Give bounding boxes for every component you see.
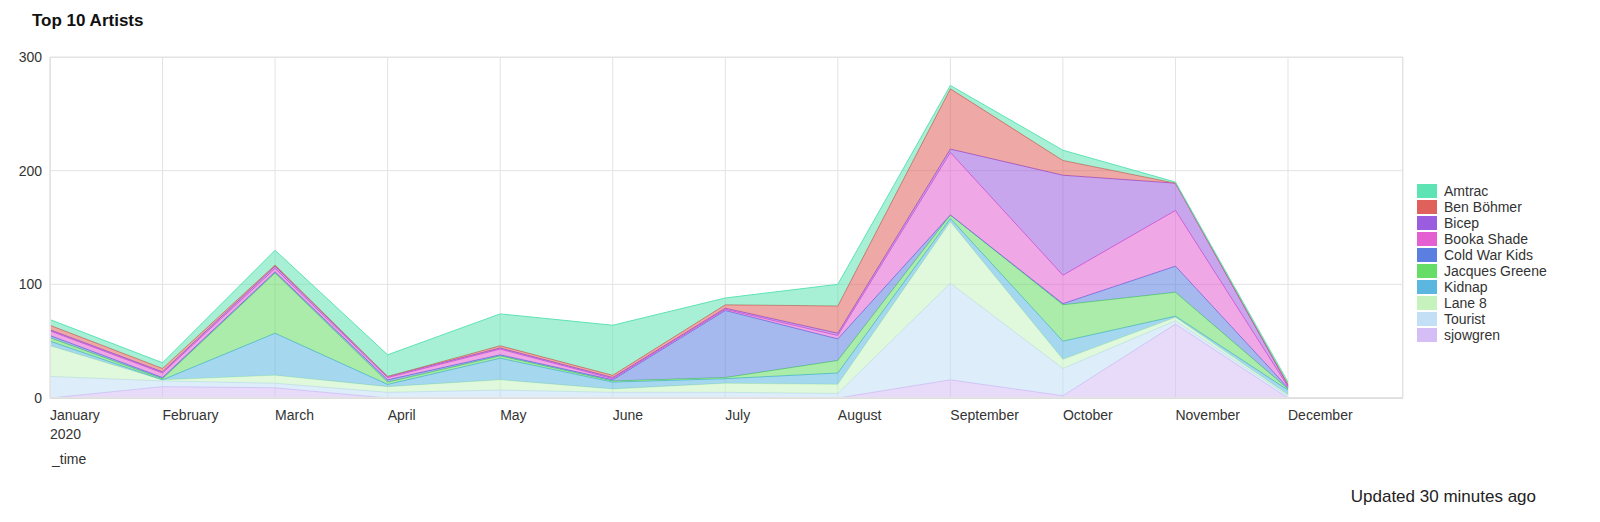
svg-text:2020: 2020 — [50, 426, 81, 442]
html-text:Lane 8: Lane 8 — [1444, 295, 1487, 311]
html-text:Tourist: Tourist — [1444, 311, 1486, 327]
html-text:Amtrac: Amtrac — [1444, 183, 1489, 199]
html-text:Top 10 Artists: Top 10 Artists — [32, 11, 144, 30]
svg-text:0: 0 — [34, 390, 42, 406]
svg-text:October: October — [1063, 407, 1113, 423]
svg-text:100: 100 — [19, 276, 43, 292]
html-text:sjowgren: sjowgren — [1444, 327, 1500, 343]
html-text:Bicep: Bicep — [1444, 215, 1479, 231]
svg-text:July: July — [725, 407, 750, 423]
html-text:Jacques Greene: Jacques Greene — [1444, 263, 1547, 279]
html-text:Booka Shade: Booka Shade — [1444, 231, 1529, 247]
svg-text:August: August — [838, 407, 882, 423]
svg-text:June: June — [613, 407, 644, 423]
svg-text:November: November — [1175, 407, 1240, 423]
svg-text:December: December — [1288, 407, 1353, 423]
html-text:Cold War Kids: Cold War Kids — [1444, 247, 1533, 263]
html-text:_time: _time — [52, 451, 87, 467]
svg-text:May: May — [500, 407, 526, 423]
svg-text:September: September — [950, 407, 1019, 423]
svg-text:300: 300 — [19, 49, 43, 65]
html-text:Updated 30 minutes ago: Updated 30 minutes ago — [1350, 487, 1536, 506]
svg-text:April: April — [388, 407, 416, 423]
svg-text:February: February — [163, 407, 219, 423]
svg-text:200: 200 — [19, 163, 43, 179]
svg-text:March: March — [275, 407, 314, 423]
svg-text:January: January — [50, 407, 100, 423]
html-text:Ben Böhmer: Ben Böhmer — [1444, 199, 1522, 215]
html-text:Kidnap: Kidnap — [1444, 279, 1488, 295]
